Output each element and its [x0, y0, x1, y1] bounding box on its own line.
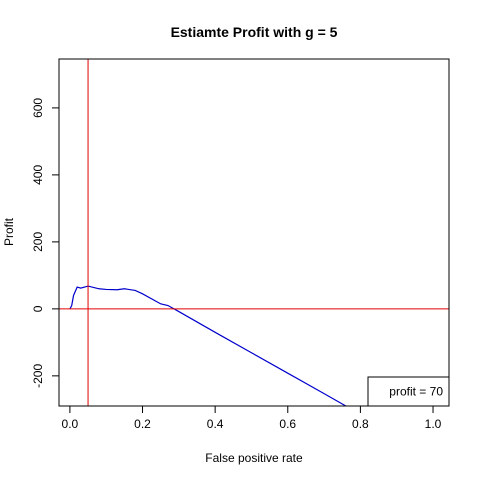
- y-tick-label: 600: [31, 98, 45, 118]
- y-tick-label: -200: [31, 364, 45, 388]
- plot-frame: [58, 58, 450, 407]
- y-tick-label: 400: [31, 165, 45, 185]
- y-tick-label: 200: [31, 232, 45, 252]
- legend-text: profit = 70: [389, 385, 443, 399]
- x-tick-label: 0.2: [134, 417, 151, 431]
- chart-title: Estiamte Profit with g = 5: [171, 24, 338, 40]
- x-tick-label: 1.0: [425, 417, 442, 431]
- data-line: [69, 285, 347, 407]
- x-axis-label: False positive rate: [205, 451, 303, 465]
- x-tick-label: 0.0: [62, 417, 79, 431]
- x-tick-label: 0.4: [207, 417, 224, 431]
- y-tick-label: 0: [31, 305, 45, 312]
- x-tick-label: 0.6: [279, 417, 296, 431]
- y-axis-label: Profit: [2, 217, 16, 246]
- x-tick-label: 0.8: [352, 417, 369, 431]
